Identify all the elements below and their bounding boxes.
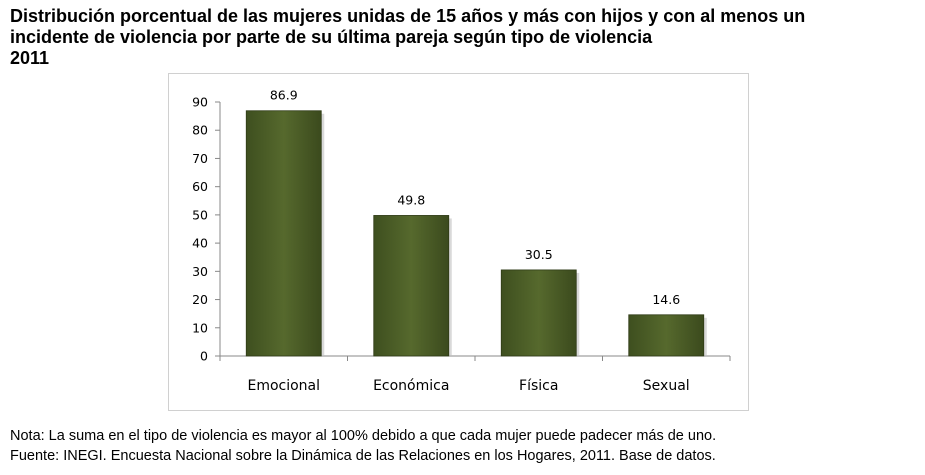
y-tick-label: 0 [200,349,208,364]
y-tick-label: 60 [192,179,208,194]
chart-title-line-2: incidente de violencia por parte de su ú… [10,27,653,47]
x-axis: Emocional Económica Física Sexual [219,355,731,394]
chart-title-line-1: Distribución porcentual de las mujeres u… [10,6,806,26]
footnote: Nota: La suma en el tipo de violencia es… [10,428,717,444]
y-tick-label: 50 [192,207,208,222]
data-labels: 86.9 49.8 30.5 14.6 [270,88,680,307]
x-category-label: Económica [373,378,449,394]
x-category-label: Emocional [247,378,320,394]
chart-title-line-3: 2011 [10,48,50,68]
bar-física [500,269,577,357]
bar-emocional [245,110,322,357]
bars [245,110,707,357]
y-axis: 0 10 20 30 40 50 60 70 80 90 [192,95,221,364]
y-tick-label: 20 [192,292,208,307]
y-tick-label: 70 [192,151,208,166]
chart-title: Distribución porcentual de las mujeres u… [10,6,915,69]
data-label: 49.8 [397,192,425,207]
data-label: 30.5 [525,247,553,262]
y-tick-label: 30 [192,264,208,279]
x-category-label: Sexual [643,378,690,394]
bar-sexual [628,314,705,357]
source-text: Fuente: INEGI. Encuesta Nacional sobre l… [10,448,716,464]
y-tick-label: 80 [192,123,208,138]
x-category-label: Física [519,378,558,394]
bar-económica [373,215,450,357]
data-label: 14.6 [652,292,680,307]
y-tick-label: 90 [192,95,208,110]
data-label: 86.9 [270,88,298,103]
y-tick-label: 10 [192,320,208,335]
y-tick-label: 40 [192,236,208,251]
footer-notes: Nota: La suma en el tipo de violencia es… [10,426,716,466]
